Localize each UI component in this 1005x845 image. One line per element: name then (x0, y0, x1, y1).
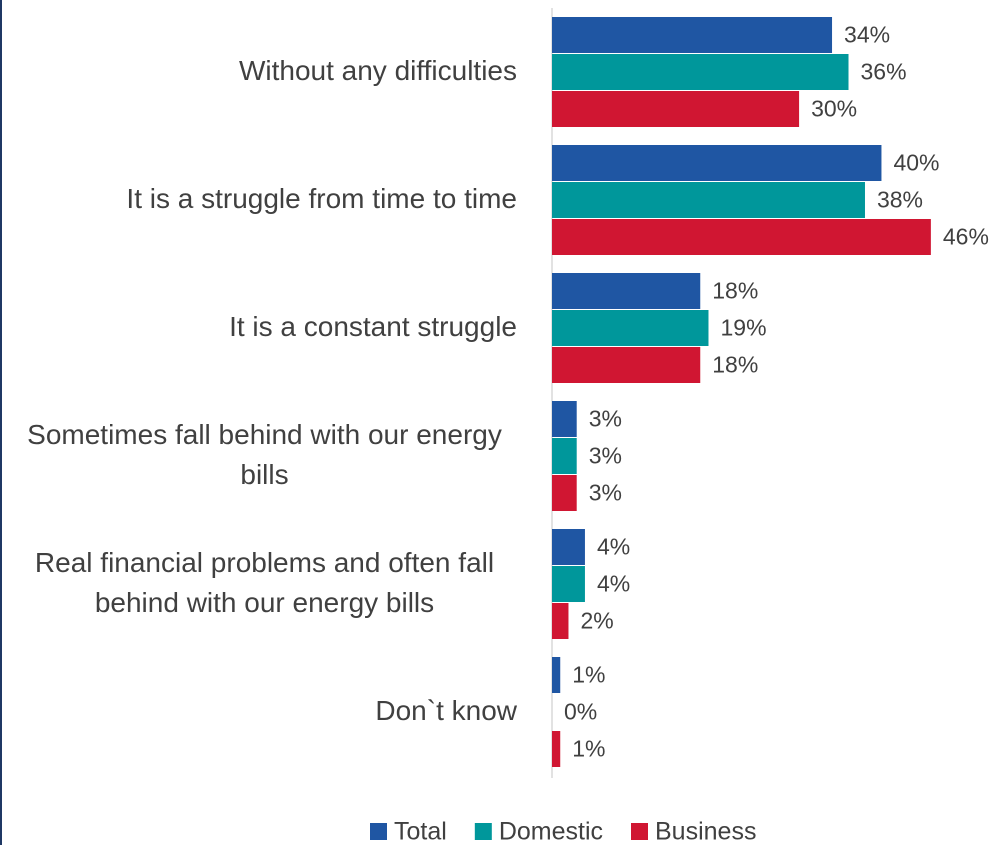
bar (552, 182, 865, 218)
bar (552, 54, 849, 90)
category-label-box: Real financial problems and often fall b… (12, 519, 517, 647)
data-label: 18% (712, 352, 758, 378)
category-label: Don`t know (375, 695, 517, 726)
data-label: 1% (572, 662, 605, 688)
legend-swatch (631, 823, 648, 840)
legend-label: Total (394, 818, 447, 845)
data-label: 3% (589, 443, 622, 469)
data-label: 38% (877, 187, 923, 213)
bar (552, 657, 561, 693)
category-label-box: Sometimes fall behind with our energy bi… (12, 391, 517, 519)
bar (552, 603, 569, 639)
bar (552, 347, 701, 383)
data-label: 2% (580, 608, 613, 634)
data-label: 1% (572, 736, 605, 762)
data-label: 4% (597, 534, 630, 560)
bar (552, 219, 931, 255)
bar (552, 529, 585, 565)
data-label: 3% (589, 406, 622, 432)
legend-label: Domestic (499, 818, 603, 845)
category-label-box: It is a struggle from time to time (126, 135, 517, 263)
bar (552, 17, 833, 53)
category-label: It is a constant struggle (229, 311, 517, 342)
data-label: 40% (893, 150, 939, 176)
bar (552, 475, 577, 511)
bar (552, 401, 577, 437)
data-label: 36% (861, 59, 907, 85)
legend-swatch (474, 823, 492, 840)
data-label: 46% (943, 224, 989, 250)
legend-label: Business (655, 818, 756, 845)
bar (552, 91, 800, 127)
category-label-box: It is a constant struggle (229, 263, 517, 391)
category-label: It is a struggle from time to time (126, 183, 517, 214)
data-label: 19% (720, 315, 766, 341)
legend-swatch (370, 823, 387, 840)
bar (552, 145, 882, 181)
data-label: 0% (564, 699, 597, 725)
bar (552, 566, 585, 602)
bar (552, 731, 561, 767)
data-label: 3% (589, 480, 622, 506)
data-label: 4% (597, 571, 630, 597)
data-label: 18% (712, 278, 758, 304)
category-label-box: Don`t know (375, 647, 517, 775)
category-label: Without any difficulties (238, 55, 517, 86)
data-label: 34% (844, 22, 890, 48)
bar (552, 438, 577, 474)
bar (552, 310, 709, 346)
data-label: 30% (811, 96, 857, 122)
category-label: Real financial problems and often fall b… (34, 547, 495, 618)
edge-line (0, 0, 2, 845)
category-label: Sometimes fall behind with our energy bi… (27, 419, 502, 490)
bar (552, 273, 701, 309)
category-label-box: Without any difficulties (239, 7, 517, 135)
